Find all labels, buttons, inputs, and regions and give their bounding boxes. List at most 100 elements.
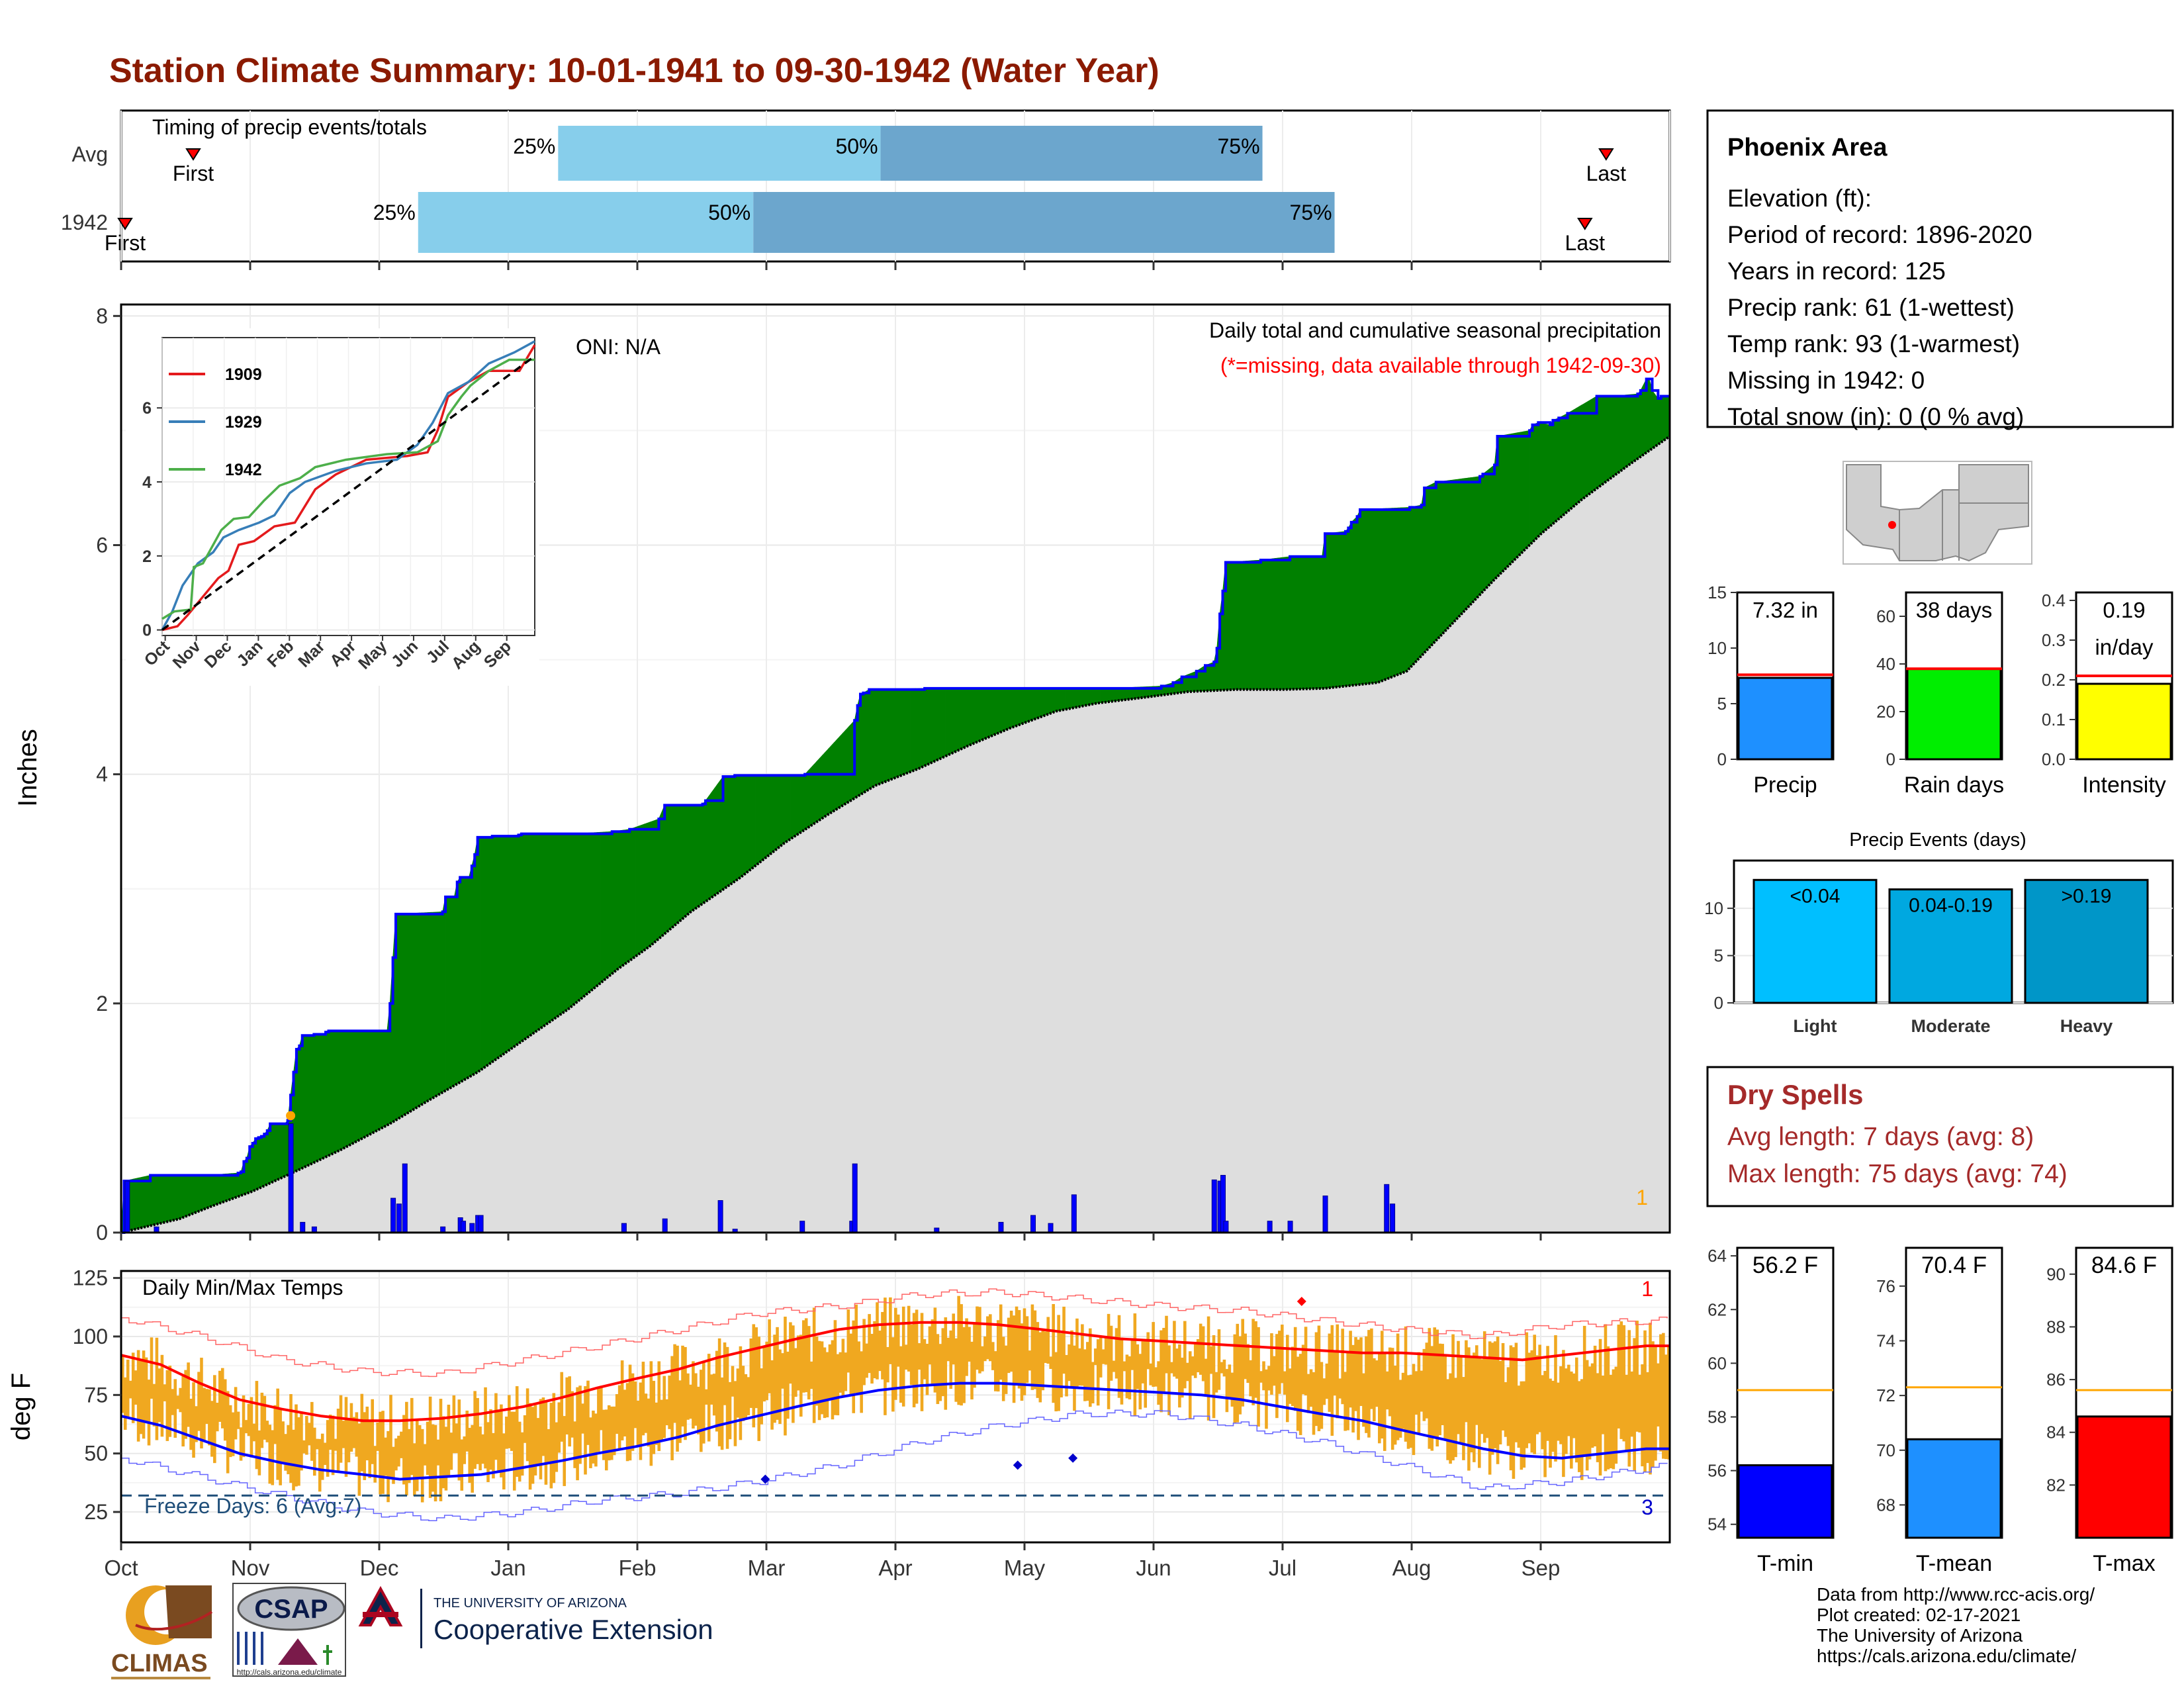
departure-segment: [211, 1174, 215, 1207]
departure-segment: [1526, 430, 1530, 549]
temp-bar-1-tick-label: 72: [1876, 1385, 1895, 1405]
daily-temp-bar: [857, 1341, 860, 1395]
departure-segment: [182, 1175, 186, 1218]
csap-cactus-icon: [323, 1645, 332, 1665]
departure-segment: [1468, 477, 1472, 608]
departure-segment: [1388, 508, 1392, 679]
departure-segment: [804, 771, 808, 830]
daily-temp-bar: [1209, 1346, 1213, 1374]
daily-temp-bar: [689, 1384, 692, 1419]
daily-temp-bar: [1465, 1340, 1468, 1423]
timing-title: Timing of precip events/totals: [152, 115, 427, 139]
departure-segment: [562, 833, 566, 1014]
departure-segment: [1421, 487, 1425, 657]
daily-temp-bar: [1330, 1325, 1334, 1436]
summary-2-tick-label: 0.0: [2042, 749, 2066, 769]
departure-segment: [1570, 409, 1574, 510]
daily-temp-bar: [736, 1368, 740, 1418]
daily-temp-bar: [628, 1364, 632, 1461]
departure-segment: [1614, 395, 1617, 477]
daily-temp-bar: [1522, 1381, 1526, 1468]
daily-temp-bar: [581, 1403, 584, 1434]
daily-temp-bar: [1470, 1358, 1473, 1453]
daily-temp-bar: [1604, 1324, 1608, 1472]
daily-temp-bar: [1362, 1373, 1365, 1427]
departure-segment: [1085, 688, 1089, 706]
daily-temp-bar: [1467, 1347, 1471, 1471]
daily-temp-bar: [436, 1439, 440, 1466]
temp-bar-2-tick-label: 84: [2046, 1423, 2066, 1442]
departure-segment: [784, 774, 788, 844]
daily-temp-bar: [1196, 1338, 1200, 1373]
departure-segment: [880, 688, 884, 784]
daily-temp-bar: [1490, 1342, 1494, 1455]
departure-segment: [439, 912, 443, 1095]
events-bar: [1752, 878, 1878, 1004]
daily-temp-bar: [825, 1352, 829, 1418]
departure-segment: [600, 831, 604, 984]
precip-annotation: Daily total and cumulative seasonal prec…: [1209, 318, 1661, 342]
daily-temp-bar: [1496, 1336, 1500, 1464]
departure-segment: [570, 833, 574, 1008]
daily-temp-bar: [1089, 1328, 1092, 1407]
timing-q25-label: 25%: [373, 201, 416, 224]
daily-temp-bar: [1275, 1334, 1279, 1419]
departure-segment: [1275, 557, 1279, 690]
daily-temp-bar: [1373, 1358, 1376, 1422]
daily-temp-bar: [747, 1377, 751, 1415]
daily-temp-bar: [410, 1397, 414, 1476]
page-title: Station Climate Summary: 10-01-1941 to 0…: [109, 52, 1160, 90]
departure-segment: [1050, 688, 1054, 714]
departure-segment: [442, 896, 446, 1093]
departure-segment: [985, 688, 989, 739]
daily-temp-bar: [187, 1362, 190, 1427]
departure-segment: [673, 804, 677, 927]
departure-segment: [909, 688, 913, 773]
departure-segment: [1658, 395, 1662, 445]
departure-segment: [1623, 395, 1627, 470]
daily-temp-bar: [565, 1377, 569, 1435]
departure-segment: [378, 1031, 382, 1131]
departure-segment: [884, 688, 887, 783]
events-tick-label: 0: [1714, 993, 1723, 1013]
daily-temp-bar: [1246, 1344, 1250, 1383]
temp-bar-0-tick-label: 62: [1707, 1299, 1727, 1319]
daily-temp-bar: [673, 1344, 676, 1423]
departure-segment: [1251, 560, 1255, 690]
daily-temp-bar: [139, 1359, 143, 1434]
departure-segment: [907, 688, 911, 774]
departure-segment: [901, 688, 905, 776]
daily-temp-bar: [1267, 1366, 1271, 1391]
daily-temp-bar: [1301, 1344, 1305, 1395]
departure-segment: [971, 688, 975, 745]
csap-mountain-icon: [278, 1638, 318, 1665]
daily-temp-bar: [239, 1427, 243, 1461]
departure-segment: [340, 1031, 343, 1150]
daily-temp-bar: [1667, 1346, 1670, 1460]
departure-segment: [173, 1175, 177, 1221]
daily-temp-bar: [792, 1325, 795, 1423]
logos: CLIMAS CSAP http://cals.arizona.edu/clim…: [111, 1583, 713, 1679]
daily-temp-bar: [323, 1442, 327, 1466]
daily-temp-bar: [557, 1402, 561, 1453]
departure-segment: [574, 833, 578, 1005]
daily-precip-bar: [478, 1215, 484, 1233]
daily-precip-bar: [1322, 1196, 1328, 1233]
departure-segment: [872, 689, 876, 788]
daily-temp-bar: [284, 1434, 287, 1471]
ua-a-bar: [363, 1612, 398, 1617]
departure-segment: [1605, 396, 1609, 483]
departure-segment: [979, 688, 983, 741]
departure-segment: [670, 804, 674, 929]
departure-segment: [559, 833, 563, 1016]
daily-temp-bar: [1068, 1344, 1071, 1382]
daily-temp-bar: [728, 1382, 732, 1440]
daily-precip-bar: [124, 1180, 130, 1233]
daily-temp-bar: [1433, 1327, 1437, 1439]
summary-2-value-label: in/day: [2095, 635, 2154, 659]
departure-segment: [919, 688, 923, 769]
daily-temp-bar: [405, 1401, 408, 1496]
timing-q75-label: 75%: [1289, 201, 1332, 224]
daily-temp-bar: [757, 1336, 760, 1441]
departure-segment: [308, 1034, 312, 1166]
